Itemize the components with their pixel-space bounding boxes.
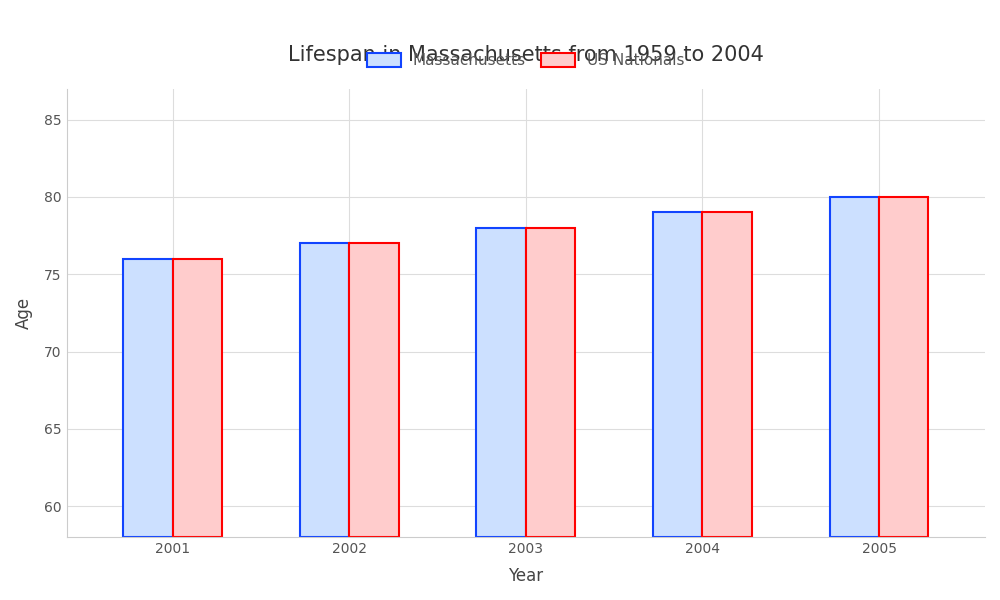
- Bar: [653, 212, 702, 537]
- Title: Lifespan in Massachusetts from 1959 to 2004: Lifespan in Massachusetts from 1959 to 2…: [288, 45, 764, 65]
- Legend: Massachusetts, US Nationals: Massachusetts, US Nationals: [361, 47, 691, 74]
- Bar: [300, 244, 349, 537]
- Bar: [830, 197, 879, 537]
- Bar: [173, 259, 222, 537]
- Bar: [526, 228, 575, 537]
- X-axis label: Year: Year: [508, 567, 543, 585]
- Y-axis label: Age: Age: [15, 297, 33, 329]
- Bar: [702, 212, 752, 537]
- Bar: [879, 197, 928, 537]
- Bar: [349, 244, 399, 537]
- Bar: [476, 228, 526, 537]
- Bar: [123, 259, 173, 537]
